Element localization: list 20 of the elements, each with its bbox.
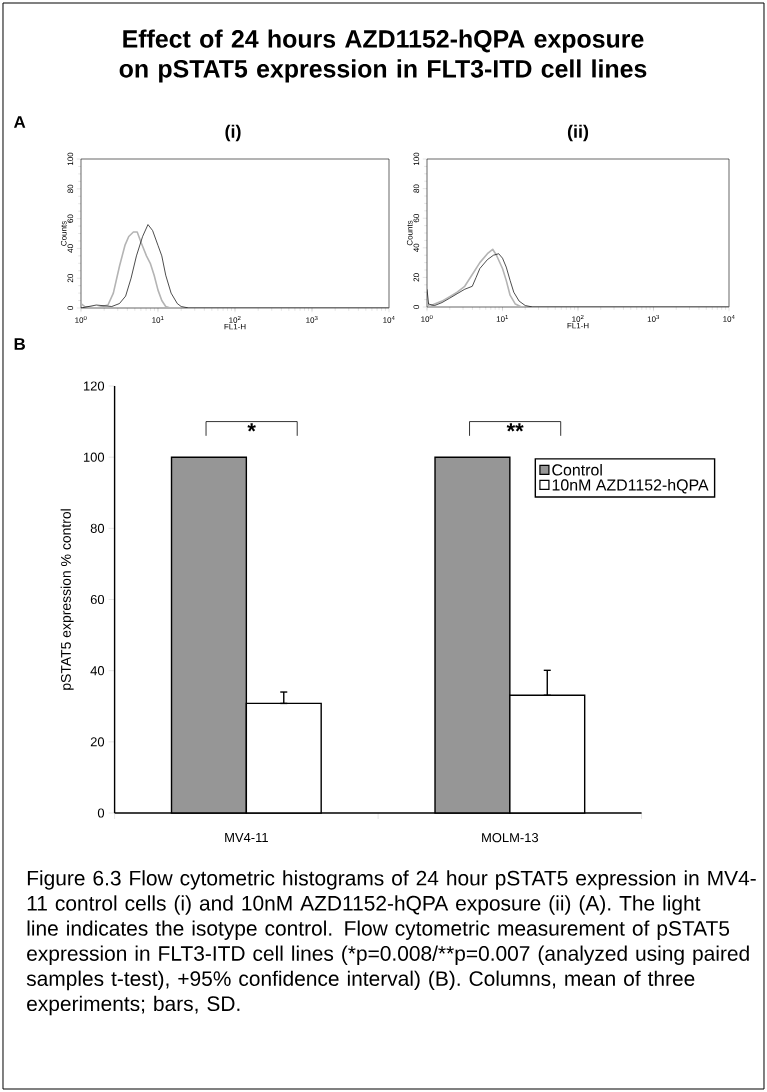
y-tick-label: 100 <box>83 452 105 462</box>
y-tick-label: 40 <box>90 666 105 676</box>
text: B <box>14 338 25 350</box>
chart-title: Effect of 24 hours AZD1152-hQPA exposure on pSTAT5 expression in FLT3-ITD cell lines <box>119 29 647 83</box>
x-tick-label: MOLM-13 <box>482 833 539 843</box>
y-tick-label: 120 <box>83 381 105 391</box>
legend-label: Control <box>552 463 602 476</box>
chart-title: (ii) <box>567 124 589 142</box>
caption: Figure 6.3 Flow cytometric histograms of 24 hour pSTAT5 expression in MV4-11 control cells (i) and 10nM AZD1152-hQPA exposure (ii) (A). The light line indicates the isotype control. Flow cytometric measurement of pSTAT5 expression in FLT3-ITD cell lines (*p=0.008/**p=0.007 (analyzed using paired samples t-test), +95% confidence interval) (B). Columns, mean of three experiments; bars, SD. <box>26 870 756 1016</box>
y-tick-label: 0 <box>97 808 105 818</box>
annotation: ** <box>506 423 524 432</box>
y-tick-label: 80 <box>90 523 105 533</box>
chart-subtitle: (i) <box>225 124 241 142</box>
x-tick-label: MV4-11 <box>225 833 268 842</box>
annotation: * <box>247 423 256 432</box>
y-tick-label: 20 <box>90 737 105 747</box>
legend-label: 10nM AZD1152-hQPA <box>552 478 709 494</box>
y-axis-title: pSTAT5 expression % control <box>60 509 74 690</box>
text: A <box>13 116 26 128</box>
y-tick-label: 60 <box>90 594 105 605</box>
